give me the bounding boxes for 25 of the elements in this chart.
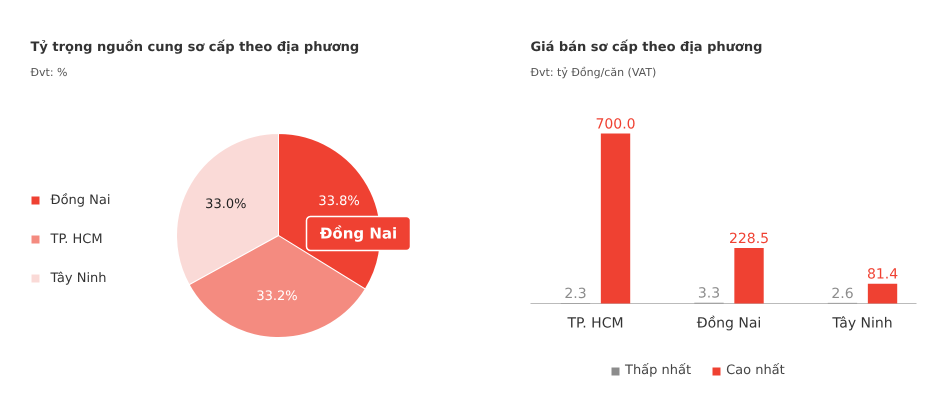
data-label: 3.3 xyxy=(698,286,720,302)
legend-label: Tây Ninh xyxy=(50,271,107,286)
data-label: 2.3 xyxy=(564,286,587,302)
data-label: 33.2% xyxy=(256,289,298,304)
chart-subtitle: Đvt: % xyxy=(30,66,68,79)
data-label: 2.6 xyxy=(831,286,854,302)
data-label: 81.4 xyxy=(866,266,898,283)
legend-label: Cao nhất xyxy=(726,363,785,378)
x-tick-label: Tây Ninh xyxy=(831,316,893,332)
data-label: 33.0% xyxy=(205,196,246,212)
legend-label: TP. HCM xyxy=(50,232,103,247)
bar xyxy=(868,284,898,304)
legend-label: Thấp nhất xyxy=(625,363,692,378)
x-tick-label: TP. HCM xyxy=(566,316,624,332)
x-tick-label: Đồng Nai xyxy=(696,316,762,332)
data-label: 228.5 xyxy=(728,231,770,248)
bar xyxy=(734,248,764,304)
chart-subtitle: Đvt: tỷ Đồng/căn (VAT) xyxy=(530,66,656,79)
bar xyxy=(600,134,630,304)
chart-title: Tỷ trọng nguồn cung sơ cấp theo địa phương xyxy=(30,39,360,55)
legend-label: Đồng Nai xyxy=(50,192,110,208)
text: Đồng Nai xyxy=(320,224,398,242)
data-label: 700.0 xyxy=(595,116,636,132)
data-label: 33.8% xyxy=(318,194,360,210)
chart-title: Giá bán sơ cấp theo địa phương xyxy=(530,39,762,55)
